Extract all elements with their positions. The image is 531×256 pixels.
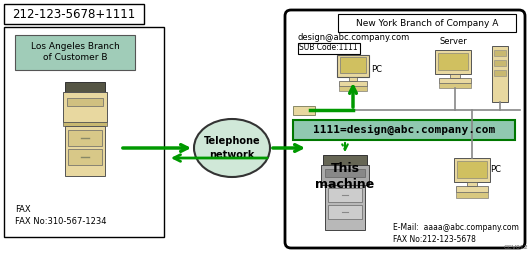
Text: This
machine: This machine — [315, 163, 375, 191]
Text: E-Mail:  aaaa@abc.company.com
FAX No:212-123-5678: E-Mail: aaaa@abc.company.com FAX No:212-… — [393, 223, 519, 244]
Circle shape — [78, 176, 82, 180]
Circle shape — [97, 176, 101, 180]
Bar — [450, 74, 460, 78]
Bar — [15, 35, 135, 70]
Bar — [338, 14, 516, 32]
Bar — [494, 50, 506, 56]
Bar — [328, 188, 362, 202]
Bar — [494, 60, 506, 66]
Bar — [438, 53, 468, 70]
Bar — [323, 155, 367, 165]
Bar — [439, 78, 471, 83]
Bar — [325, 185, 365, 230]
Circle shape — [342, 230, 348, 236]
Bar — [494, 70, 506, 76]
Bar — [328, 205, 362, 219]
Bar — [340, 57, 366, 73]
Circle shape — [330, 230, 336, 236]
Bar — [435, 50, 471, 74]
Bar — [492, 46, 508, 102]
Text: PC: PC — [371, 66, 382, 74]
Text: design@abc.company.com: design@abc.company.com — [298, 33, 410, 41]
Text: CCV012: CCV012 — [503, 245, 528, 250]
Text: New York Branch of Company A: New York Branch of Company A — [356, 18, 498, 27]
Bar — [63, 92, 107, 122]
Bar — [454, 158, 490, 182]
Ellipse shape — [194, 119, 270, 177]
Bar — [65, 126, 105, 176]
Bar — [467, 182, 477, 186]
Bar — [325, 169, 365, 177]
Bar — [65, 82, 105, 92]
Text: Server: Server — [439, 37, 467, 46]
Circle shape — [68, 176, 73, 180]
Text: Los Angeles Branch
of Customer B: Los Angeles Branch of Customer B — [31, 41, 119, 62]
Bar — [68, 130, 102, 146]
Bar — [456, 186, 488, 192]
Bar — [321, 165, 369, 185]
Bar — [457, 161, 487, 178]
Bar — [4, 4, 144, 24]
Bar — [293, 120, 515, 140]
Text: FAX
FAX No:310-567-1234: FAX FAX No:310-567-1234 — [15, 205, 107, 227]
Text: 212-123-5678+1111: 212-123-5678+1111 — [12, 7, 135, 20]
Bar — [4, 27, 164, 237]
Bar — [67, 98, 103, 106]
Circle shape — [88, 176, 92, 180]
Bar — [439, 83, 471, 88]
FancyBboxPatch shape — [285, 10, 525, 248]
Text: PC: PC — [490, 165, 501, 175]
Bar — [456, 192, 488, 198]
Bar — [337, 55, 369, 77]
Circle shape — [354, 230, 360, 236]
Text: 1111=design@abc.company.com: 1111=design@abc.company.com — [313, 125, 495, 135]
Bar — [339, 86, 367, 91]
Bar — [339, 81, 367, 86]
Bar — [63, 122, 107, 126]
Bar — [293, 106, 315, 115]
Bar — [68, 149, 102, 165]
Bar — [349, 77, 357, 81]
Text: Telephone
network: Telephone network — [204, 136, 260, 160]
Text: SUB Code:1111: SUB Code:1111 — [299, 44, 357, 52]
Bar — [298, 43, 360, 54]
